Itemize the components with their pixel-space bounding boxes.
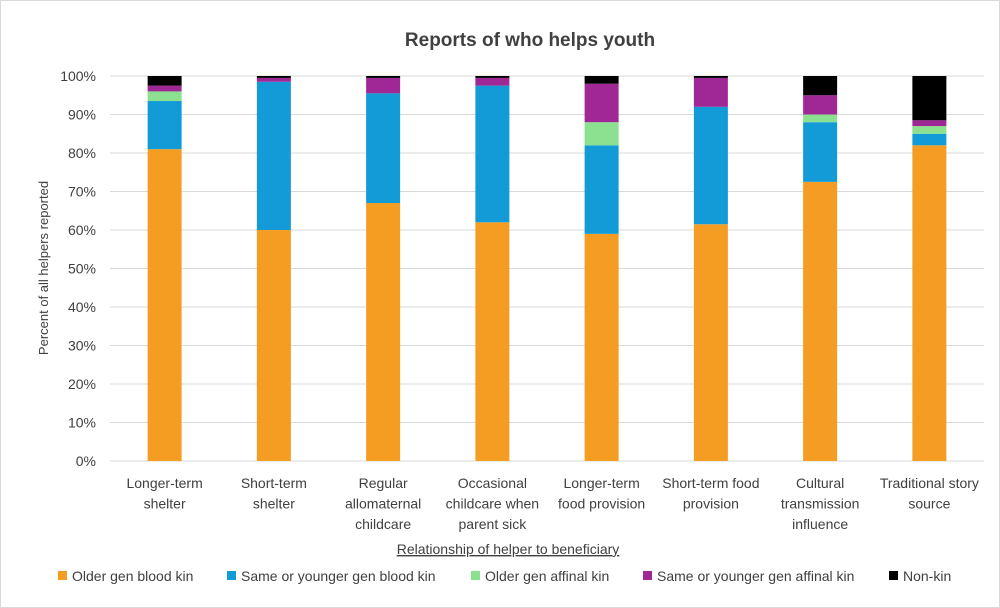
bar-segment: [693, 76, 728, 78]
bar-segment: [803, 181, 838, 461]
bar-segment: [147, 149, 182, 461]
legend-swatch: [643, 571, 652, 580]
y-axis-ticks: 0% 10% 20% 30% 40% 50% 60% 70% 80% 90% 100%: [60, 68, 96, 469]
legend-swatch: [227, 571, 236, 580]
bar-segment: [693, 77, 728, 107]
bar-segment: [366, 93, 401, 204]
bar-segment: [584, 122, 619, 146]
bar-segment: [912, 120, 947, 127]
y-tick-label: 50%: [68, 261, 96, 277]
bar-segment: [256, 81, 291, 231]
bar-segment: [803, 114, 838, 123]
bar-segment: [256, 230, 291, 461]
legend-swatch: [471, 571, 480, 580]
legend-label: Older gen blood kin: [72, 568, 193, 584]
bar-segment: [256, 76, 291, 78]
x-category-label: Longer-term food provision: [558, 475, 645, 512]
y-tick-label: 0%: [76, 453, 96, 469]
y-tick-label: 30%: [68, 338, 96, 354]
legend-label: Older gen affinal kin: [485, 568, 609, 584]
bar-segment: [475, 222, 510, 461]
bar-segment: [912, 145, 947, 462]
y-tick-label: 70%: [68, 184, 96, 200]
bar-segment: [147, 91, 182, 102]
bar-segment: [803, 122, 838, 182]
legend-label: Non-kin: [903, 568, 951, 584]
bar-segment: [475, 76, 510, 78]
bar-segment: [803, 76, 838, 96]
bar-segment: [912, 76, 947, 121]
legend-swatch: [889, 571, 898, 580]
bar-segment: [147, 76, 182, 86]
bar-segment: [912, 126, 947, 134]
bar-segment: [912, 133, 947, 146]
x-category-label: Short-term shelter: [241, 475, 307, 512]
bar-segment: [147, 101, 182, 150]
x-category-label: Short-term food provision: [662, 475, 759, 512]
x-axis-categories: Longer-term shelter Short-term shelter Regul…: [126, 475, 978, 532]
bar-segment: [693, 106, 728, 225]
x-category-label: Occasional childcare when parent sick: [446, 475, 539, 532]
legend-label: Same or younger gen blood kin: [241, 568, 436, 584]
bar-segment: [366, 76, 401, 78]
x-axis-label: Relationship of helper to beneficiary: [397, 541, 620, 557]
y-tick-label: 100%: [60, 68, 96, 84]
bar-segment: [584, 145, 619, 234]
chart-title: Reports of who helps youth: [405, 30, 655, 51]
y-tick-label: 40%: [68, 299, 96, 315]
bar-segment: [584, 233, 619, 461]
bar-segment: [256, 77, 291, 82]
y-axis-label: Percent of all helpers reported: [36, 181, 51, 355]
bar-segment: [584, 83, 619, 123]
bar-segment: [475, 85, 510, 223]
gridlines: [110, 75, 984, 462]
legend-swatch: [58, 571, 67, 580]
y-tick-label: 90%: [68, 107, 96, 123]
y-tick-label: 20%: [68, 376, 96, 392]
legend: Older gen blood kin Same or younger gen b…: [58, 568, 951, 584]
bar-segment: [475, 77, 510, 86]
y-tick-label: 60%: [68, 222, 96, 238]
bar-segment: [147, 85, 182, 92]
x-category-label: Longer-term shelter: [126, 475, 202, 512]
y-tick-label: 10%: [68, 415, 96, 431]
legend-label: Same or younger gen affinal kin: [657, 568, 854, 584]
x-category-label: Cultural transmission influence: [781, 475, 860, 532]
x-category-label: Regular allomaternal childcare: [345, 475, 421, 532]
bar-segment: [803, 95, 838, 115]
bars: [147, 76, 947, 462]
y-tick-label: 80%: [68, 145, 96, 161]
bar-segment: [693, 224, 728, 461]
x-category-label: Traditional story source: [880, 475, 979, 512]
bar-segment: [366, 77, 401, 94]
bar-segment: [584, 76, 619, 84]
bar-segment: [366, 203, 401, 462]
